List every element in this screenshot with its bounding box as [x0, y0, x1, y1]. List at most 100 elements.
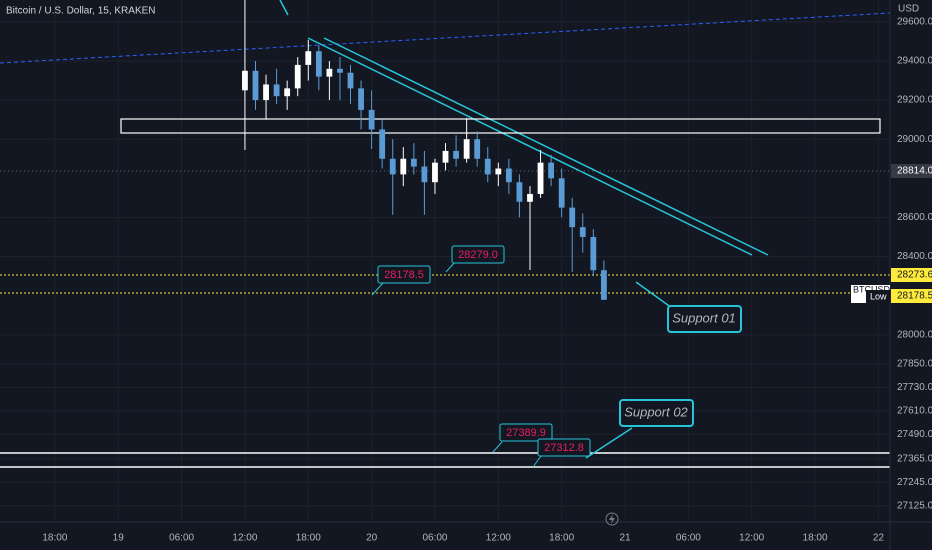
callout-pointer — [635, 281, 673, 309]
replay-icon-bolt — [609, 514, 615, 524]
y-tick-label: 27245.00 — [897, 477, 932, 488]
y-tick-label: 27730.00 — [897, 382, 932, 393]
price-callout: 28178.5 — [371, 265, 431, 296]
y-tick-label: 29200.00 — [897, 95, 932, 106]
callout-box — [619, 399, 694, 427]
candle-body — [600, 270, 607, 300]
candle-body — [590, 236, 597, 271]
candle-body — [368, 109, 375, 130]
x-tick-label: 06:00 — [169, 533, 194, 544]
callout-text: 28279.0 — [458, 249, 498, 261]
price-tag-text: 28814.0 — [897, 166, 932, 177]
candle-body — [337, 68, 343, 73]
x-tick-label: 12:00 — [486, 533, 511, 544]
trend-line — [323, 37, 769, 256]
callout-text: 28178.5 — [384, 269, 424, 281]
support-callout: Support 02 — [585, 399, 694, 459]
callout-pointer — [532, 455, 542, 468]
x-tick-label: 21 — [619, 533, 631, 544]
candle-body — [379, 129, 386, 159]
price-tag-text: 28178.5 — [897, 291, 932, 302]
x-tick-label: 18:00 — [549, 533, 574, 544]
price-tag — [891, 289, 932, 303]
y-tick-label: 27610.00 — [897, 406, 932, 417]
price-tag — [891, 268, 932, 282]
trend-line — [307, 37, 753, 256]
price-callout: 27389.9 — [492, 423, 553, 453]
candle-body — [516, 182, 523, 202]
callout-box — [537, 438, 591, 457]
candle-body — [442, 150, 449, 163]
x-tick-label: 06:00 — [676, 533, 701, 544]
callout-box — [667, 305, 742, 333]
callout-text: 27389.9 — [506, 427, 546, 439]
chart-title: Bitcoin / U.S. Dollar, 15, KRAKEN — [6, 6, 156, 17]
candle-body — [410, 158, 417, 167]
candle-body — [273, 84, 280, 97]
callout-text: Support 02 — [624, 404, 688, 419]
callout-pointer — [371, 281, 385, 296]
callout-box — [499, 423, 553, 442]
callout-box — [377, 265, 431, 284]
trend-line — [279, 0, 289, 16]
x-tick-label: 06:00 — [422, 533, 447, 544]
x-tick-label: 18:00 — [42, 533, 67, 544]
candle-body — [242, 70, 248, 91]
candle-body — [358, 88, 364, 110]
candle-body — [432, 162, 438, 183]
candle-body — [495, 168, 502, 175]
y-tick-label: 29600.00 — [897, 17, 932, 28]
y-tick-label: 27850.00 — [897, 359, 932, 370]
replay-icon[interactable] — [605, 512, 619, 526]
candle-body — [558, 178, 565, 208]
callout-text: 27312.8 — [544, 442, 584, 454]
price-callout: 27312.8 — [532, 438, 591, 468]
y-tick-label: 27125.00 — [897, 500, 932, 511]
candle-body — [474, 139, 481, 159]
x-tick-label: 18:00 — [803, 533, 828, 544]
candle-body — [548, 162, 555, 179]
candle-body — [315, 51, 322, 77]
x-tick-label: 20 — [366, 533, 378, 544]
price-callout: 28279.0 — [445, 245, 505, 273]
candles — [242, 0, 607, 300]
callout-box — [451, 245, 505, 264]
x-tick-label: 19 — [113, 533, 125, 544]
y-tick-label: 28600.00 — [897, 212, 932, 223]
y-tick-label: 29000.00 — [897, 134, 932, 145]
axis-labels: 29600.00 29400.00 29200.00 29000.00 28600.00… — [42, 17, 932, 544]
candle-body — [527, 193, 533, 202]
x-tick-label: 12:00 — [232, 533, 257, 544]
candle-body — [263, 84, 269, 101]
candle-body — [347, 72, 354, 89]
x-tick-label: 22 — [873, 533, 885, 544]
time-axis — [0, 522, 932, 550]
x-tick-label: 18:00 — [296, 533, 321, 544]
candle-body — [400, 158, 407, 175]
x-tick-label: 12:00 — [739, 533, 764, 544]
candle-body — [326, 68, 333, 77]
candle-body — [453, 150, 459, 159]
y-tick-label: 27365.00 — [897, 453, 932, 464]
low-tag — [866, 290, 890, 303]
callout-text: Support 01 — [672, 310, 736, 325]
symbol-text: BTCUSD — [853, 284, 891, 294]
price-tag-text: 28273.6 — [897, 270, 932, 281]
candle-body — [505, 168, 512, 183]
candle-body — [294, 64, 301, 89]
candle-body — [284, 88, 291, 97]
candle-body — [579, 227, 586, 237]
candle-body — [537, 162, 544, 194]
candle-body — [252, 70, 259, 101]
callout-pointer — [492, 441, 503, 453]
low-text: Low — [870, 291, 887, 301]
currency: USD — [898, 4, 919, 15]
dashed-trend — [0, 12, 891, 64]
candle-body — [484, 158, 491, 175]
price-tag — [891, 164, 932, 178]
y-tick-label: 27490.00 — [897, 429, 932, 440]
y-tick-label: 28000.00 — [897, 329, 932, 340]
callout-pointer — [445, 261, 456, 273]
candle-body — [569, 207, 576, 228]
